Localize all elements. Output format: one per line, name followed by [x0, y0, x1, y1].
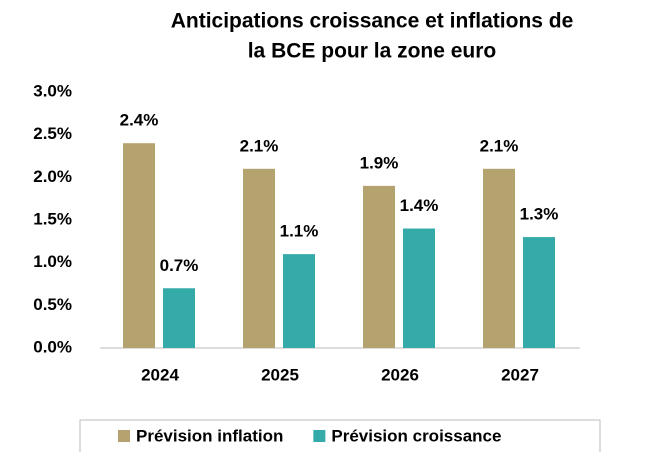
chart-title: la BCE pour la zone euro [248, 40, 497, 63]
bar [243, 168, 275, 348]
legend-label: Prévision inflation [136, 426, 283, 445]
x-tick-label: 2025 [261, 365, 299, 384]
y-tick-label: 0.0% [33, 337, 72, 356]
y-tick-label: 0.5% [33, 295, 72, 314]
value-label: 2.1% [480, 136, 519, 155]
legend-swatch [313, 430, 326, 442]
y-tick-label: 1.5% [33, 209, 72, 228]
x-tick-label: 2026 [381, 365, 419, 384]
bar [283, 254, 315, 348]
legend-box [79, 419, 601, 452]
y-tick-label: 2.0% [33, 167, 72, 186]
bar [403, 228, 435, 348]
bar [123, 143, 155, 348]
legend-swatch [118, 430, 130, 442]
value-label: 1.3% [520, 205, 559, 224]
chart-title: Anticipations croissance et inflations d… [171, 10, 574, 33]
value-label: 0.7% [160, 256, 199, 275]
bar [483, 168, 515, 348]
value-label: 1.1% [280, 222, 319, 241]
value-label: 1.9% [360, 153, 399, 172]
legend-label: Prévision croissance [331, 426, 501, 445]
y-tick-label: 2.5% [33, 124, 72, 143]
value-label: 1.4% [400, 196, 439, 215]
bar [163, 288, 195, 348]
x-tick-label: 2024 [141, 365, 179, 384]
x-tick-label: 2027 [501, 365, 539, 384]
value-label: 2.1% [240, 136, 279, 155]
y-tick-label: 3.0% [33, 81, 72, 100]
value-label: 2.4% [120, 111, 159, 130]
bar [523, 237, 555, 348]
y-tick-label: 1.0% [33, 252, 72, 271]
bar [363, 185, 395, 348]
